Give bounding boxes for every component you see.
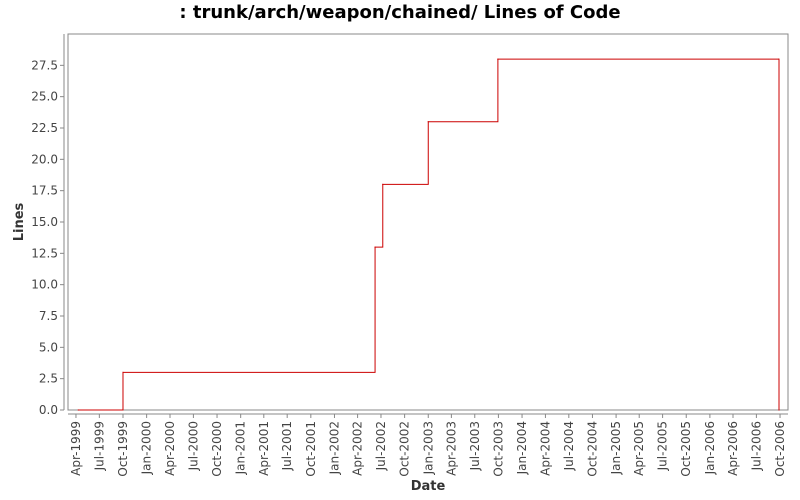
data-point (778, 58, 780, 60)
x-tick-label: Jan-2005 (609, 421, 623, 475)
y-tick-label: 2.5 (39, 372, 58, 386)
y-tick-label: 7.5 (39, 309, 58, 323)
x-tick-label: Oct-2005 (679, 421, 693, 477)
x-tick-label: Jan-2002 (327, 421, 341, 475)
x-tick-label: Apr-2005 (632, 421, 646, 476)
x-tick-label: Jan-2006 (703, 421, 717, 475)
x-tick-label: Oct-2000 (210, 421, 224, 477)
y-tick-label: 0.0 (39, 403, 58, 417)
x-tick-label: Jul-2003 (468, 421, 482, 471)
x-axis-title: Date (411, 479, 446, 494)
x-tick-label: Oct-2002 (398, 421, 412, 477)
x-axis-ticks: Apr-1999 Jul-1999 Oct-1999 Jan-2000 Apr-2000… (69, 414, 787, 477)
data-point (778, 409, 780, 411)
x-tick-label: Oct-2004 (585, 421, 599, 477)
x-tick-label: Jan-2001 (234, 421, 248, 475)
series-line (78, 58, 780, 411)
plot-area (67, 33, 789, 411)
y-tick-label: 5.0 (39, 340, 58, 354)
y-tick-label: 22.5 (31, 121, 58, 135)
data-point (382, 183, 384, 185)
x-tick-label: Jul-1999 (92, 421, 106, 471)
x-tick-label: Apr-2001 (257, 421, 271, 476)
data-point (122, 371, 124, 373)
x-tick-label: Jul-2004 (562, 421, 576, 471)
x-tick-label: Apr-2002 (351, 421, 365, 476)
x-tick-label: Apr-2006 (726, 421, 740, 476)
x-tick-label: Jan-2000 (140, 421, 154, 475)
x-tick-label: Oct-2001 (304, 421, 318, 477)
x-tick-label: Jan-2004 (515, 421, 529, 475)
x-tick-label: Oct-2003 (491, 421, 505, 477)
x-tick-label: Jul-2005 (656, 421, 670, 471)
x-tick-label: Apr-1999 (69, 421, 83, 476)
x-tick-label: Apr-2000 (163, 421, 177, 476)
y-tick-label: 12.5 (31, 246, 58, 260)
x-tick-label: Jul-2002 (374, 421, 388, 471)
data-point (497, 58, 499, 60)
data-point (427, 121, 429, 123)
x-tick-label: Oct-2006 (773, 421, 787, 477)
y-tick-label: 27.5 (31, 58, 58, 72)
data-point (374, 246, 376, 248)
y-tick-label: 17.5 (31, 184, 58, 198)
y-tick-label: 10.0 (31, 278, 58, 292)
x-tick-label: Jul-2006 (749, 421, 763, 471)
x-tick-label: Apr-2004 (538, 421, 552, 476)
series-group (77, 58, 780, 411)
y-axis-ticks: 0.0 2.5 5.0 7.5 10.0 12.5 15.0 17.5 20.0 22.5 25.0… (31, 58, 64, 417)
x-tick-label: Apr-2003 (444, 421, 458, 476)
y-tick-label: 25.0 (31, 90, 58, 104)
x-tick-label: Jul-2000 (186, 421, 200, 471)
y-tick-label: 15.0 (31, 215, 58, 229)
y-tick-label: 20.0 (31, 152, 58, 166)
x-tick-label: Jan-2003 (421, 421, 435, 475)
data-point (77, 409, 79, 411)
x-tick-label: Oct-1999 (116, 421, 130, 477)
y-axis-title: Lines (12, 202, 27, 241)
x-tick-label: Jul-2001 (280, 421, 294, 471)
chart-title: : trunk/arch/weapon/chained/ Lines of Co… (179, 2, 621, 23)
